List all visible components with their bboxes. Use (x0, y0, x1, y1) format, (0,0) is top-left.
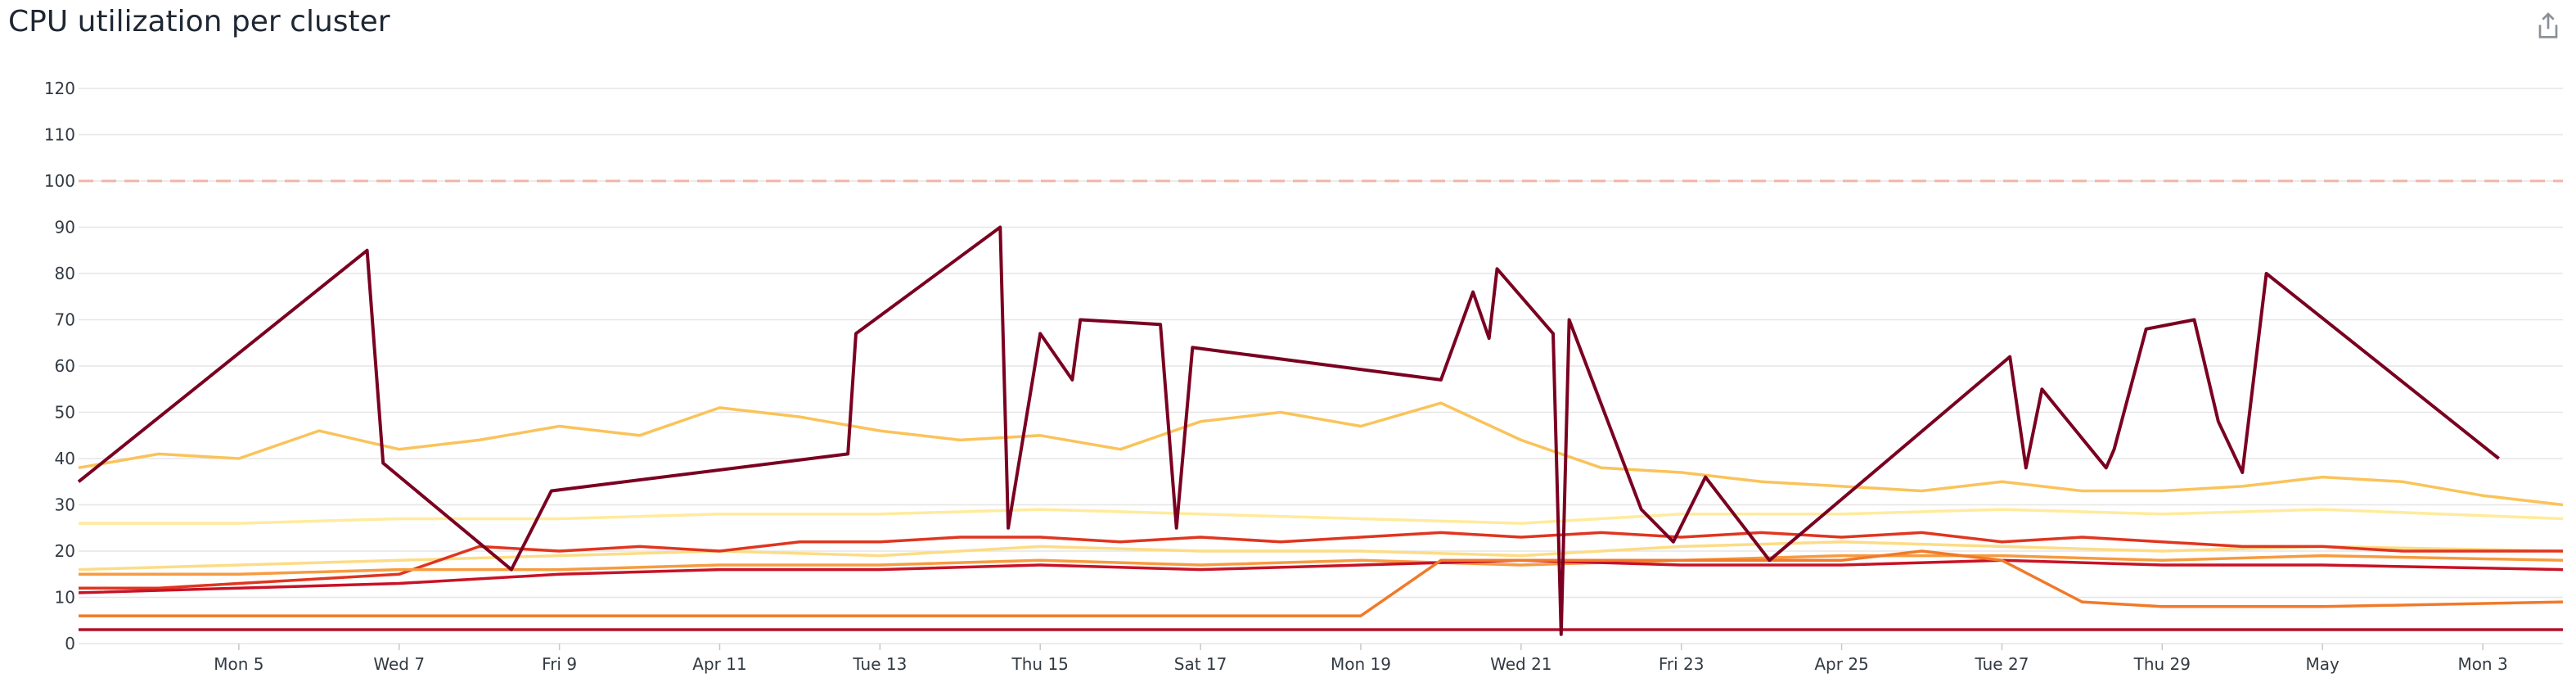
y-tick-label: 30 (55, 495, 75, 515)
x-tick-label: Mon 3 (2457, 654, 2507, 674)
y-tick-label: 110 (44, 125, 75, 145)
x-tick-label: Fri 23 (1659, 654, 1705, 674)
series-line-5[interactable] (78, 558, 2564, 594)
series-line-3[interactable] (79, 531, 2563, 590)
export-icon (2538, 12, 2558, 38)
x-tick-label: Tue 13 (852, 654, 907, 674)
export-button[interactable] (2532, 10, 2565, 43)
x-tick-label: Thu 15 (1011, 654, 1069, 674)
y-tick-label: 60 (55, 356, 75, 376)
series-line-2[interactable] (78, 540, 2564, 572)
series-line-6[interactable] (79, 549, 2564, 617)
x-tick-label: Sat 17 (1174, 654, 1227, 674)
x-tick-label: Apr 25 (1814, 654, 1868, 674)
series-line-8[interactable] (77, 225, 2500, 636)
chart-title: CPU utilization per cluster (8, 5, 390, 38)
y-tick-label: 20 (55, 541, 75, 561)
x-tick-label: Tue 27 (1974, 654, 2029, 674)
y-tick-label: 70 (55, 310, 75, 330)
x-tick-label: Mon 5 (214, 654, 263, 674)
x-tick-label: Fri 9 (542, 654, 577, 674)
x-tick-label: Apr 11 (692, 654, 746, 674)
y-tick-label: 50 (55, 403, 75, 423)
y-tick-label: 120 (44, 79, 75, 98)
y-tick-label: 10 (55, 588, 75, 608)
x-tick-label: Wed 7 (373, 654, 425, 674)
y-tick-label: 0 (65, 634, 75, 653)
series-line-4[interactable] (79, 554, 2564, 576)
y-tick-label: 90 (55, 218, 75, 237)
y-tick-label: 100 (44, 171, 75, 191)
series-line-0[interactable] (78, 401, 2564, 507)
series-line-1[interactable] (79, 508, 2564, 525)
x-tick-label: May (2306, 654, 2340, 674)
y-tick-label: 40 (55, 449, 75, 468)
x-tick-label: Mon 19 (1331, 654, 1391, 674)
x-tick-label: Thu 29 (2133, 654, 2191, 674)
y-tick-label: 80 (55, 264, 75, 283)
x-tick-label: Wed 21 (1490, 654, 1551, 674)
